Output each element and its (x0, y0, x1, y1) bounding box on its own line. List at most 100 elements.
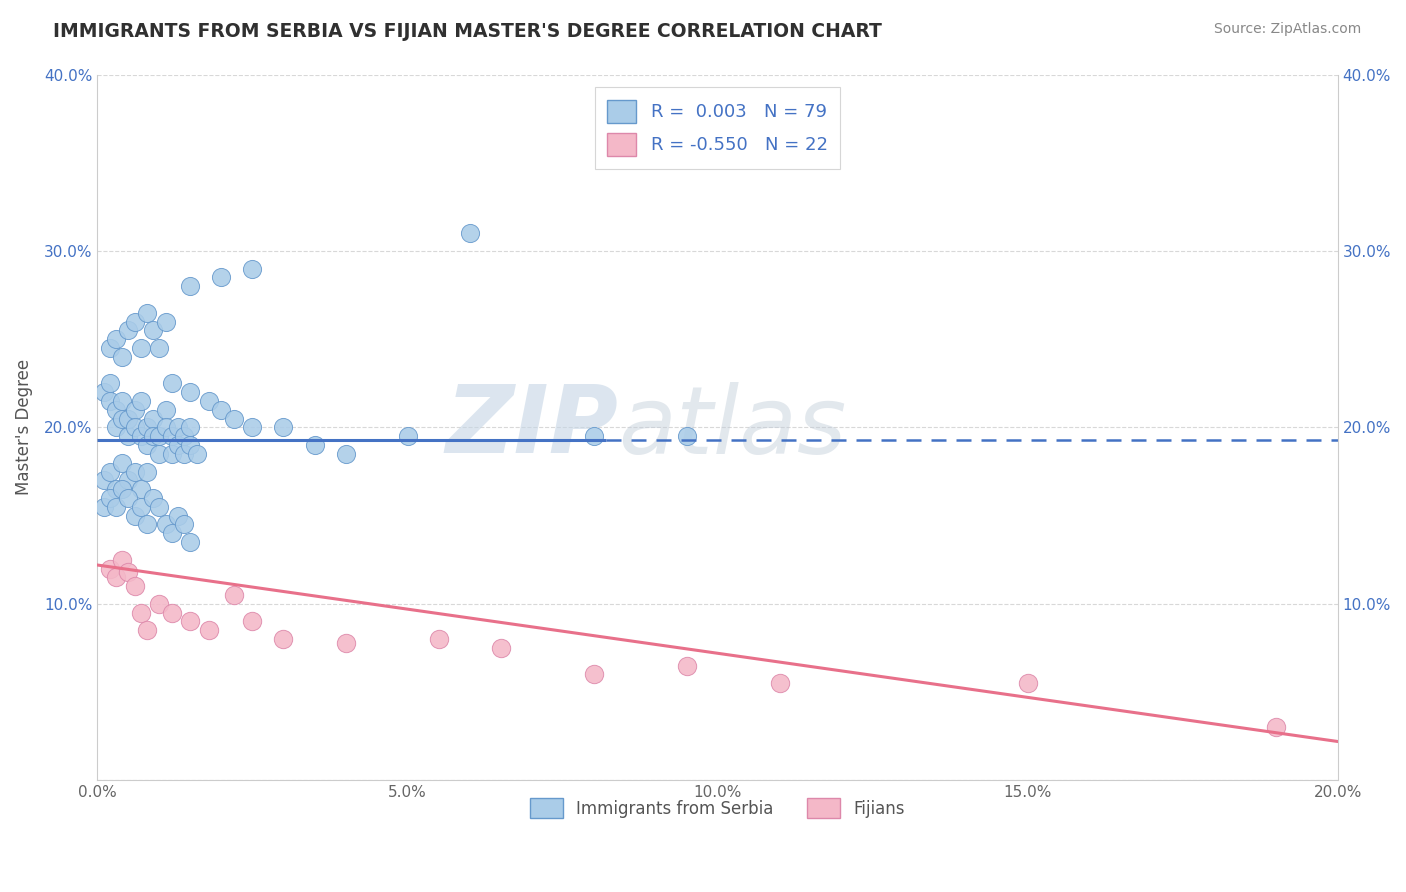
Point (129, 393, 152, 408)
Text: IMMIGRANTS FROM SERBIA VS FIJIAN MASTER'S DEGREE CORRELATION CHART: IMMIGRANTS FROM SERBIA VS FIJIAN MASTER'… (53, 22, 883, 41)
Point (124, 314, 146, 328)
Point (111, 393, 134, 408)
Point (160, 447, 183, 461)
Point (105, 402, 128, 417)
Point (111, 411, 134, 425)
Point (93, 474, 115, 488)
Text: atlas: atlas (619, 382, 846, 473)
Point (186, 447, 208, 461)
Point (211, 270, 233, 285)
Y-axis label: Master's Degree: Master's Degree (15, 359, 32, 495)
Point (242, 615, 264, 629)
Point (582, 667, 605, 681)
Point (582, 429, 605, 443)
Point (148, 500, 170, 514)
Point (117, 323, 139, 337)
Point (179, 535, 201, 549)
Point (93, 385, 115, 400)
Point (142, 429, 165, 443)
Point (129, 482, 152, 496)
Point (136, 465, 159, 479)
Point (211, 402, 233, 417)
Point (198, 393, 221, 408)
Point (117, 429, 139, 443)
Point (142, 323, 165, 337)
Point (155, 420, 177, 434)
Point (105, 332, 128, 346)
Point (148, 429, 170, 443)
Point (129, 429, 152, 443)
Point (136, 420, 159, 434)
Point (111, 482, 134, 496)
Point (222, 411, 245, 425)
Point (167, 438, 190, 452)
Point (98, 491, 121, 505)
Point (142, 411, 165, 425)
Point (675, 429, 697, 443)
Point (167, 420, 190, 434)
Point (242, 420, 264, 434)
Text: ZIP: ZIP (446, 382, 619, 474)
Point (117, 411, 139, 425)
Point (98, 393, 121, 408)
Text: Source: ZipAtlas.com: Source: ZipAtlas.com (1213, 22, 1361, 37)
Point (335, 447, 357, 461)
Point (98, 561, 121, 575)
Point (93, 500, 115, 514)
Point (124, 402, 146, 417)
Point (173, 447, 195, 461)
Point (98, 341, 121, 355)
Point (111, 553, 134, 567)
Point (155, 402, 177, 417)
Point (427, 632, 450, 647)
Point (155, 314, 177, 328)
Point (117, 474, 139, 488)
Point (458, 227, 481, 241)
Point (98, 376, 121, 391)
Point (105, 500, 128, 514)
Point (111, 456, 134, 470)
Point (105, 482, 128, 496)
Point (136, 624, 159, 638)
Point (129, 606, 152, 620)
Point (111, 350, 134, 364)
Point (160, 376, 183, 391)
Point (768, 676, 790, 690)
Point (160, 526, 183, 541)
Point (136, 438, 159, 452)
Point (179, 615, 201, 629)
Point (1017, 676, 1039, 690)
Point (129, 500, 152, 514)
Point (136, 517, 159, 532)
Point (242, 261, 264, 276)
Point (222, 588, 245, 602)
Point (117, 491, 139, 505)
Point (155, 517, 177, 532)
Point (148, 341, 170, 355)
Point (98, 465, 121, 479)
Point (105, 420, 128, 434)
Point (167, 508, 190, 523)
Point (173, 429, 195, 443)
Point (160, 429, 183, 443)
Point (124, 420, 146, 434)
Point (105, 570, 128, 584)
Point (304, 438, 326, 452)
Point (198, 624, 221, 638)
Point (179, 420, 201, 434)
Point (273, 632, 295, 647)
Point (124, 465, 146, 479)
Point (489, 640, 512, 655)
Point (117, 565, 139, 579)
Point (148, 597, 170, 611)
Point (273, 420, 295, 434)
Point (124, 579, 146, 593)
Point (675, 658, 697, 673)
Point (148, 447, 170, 461)
Point (179, 438, 201, 452)
Point (1264, 720, 1286, 734)
Point (142, 491, 165, 505)
Point (335, 635, 357, 649)
Point (136, 306, 159, 320)
Point (179, 279, 201, 293)
